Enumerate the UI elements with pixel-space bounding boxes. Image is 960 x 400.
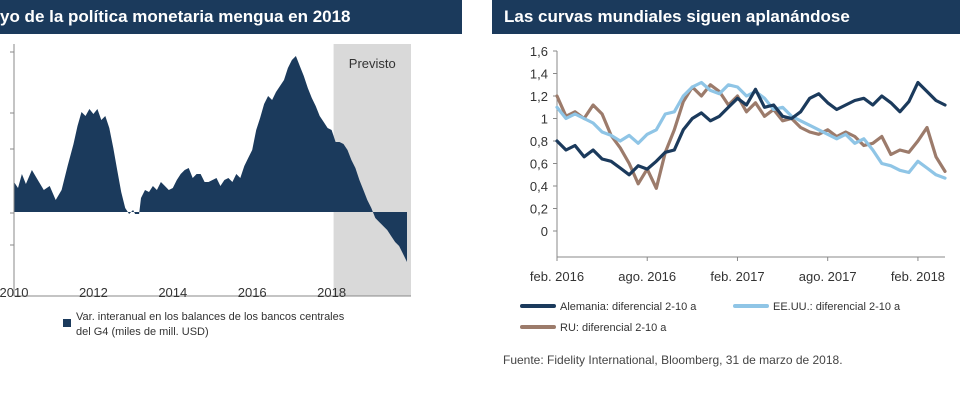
right-y-tick-label: 1,6 — [530, 44, 548, 59]
right-y-tick-label: 1,4 — [530, 67, 548, 82]
legend-label-2: RU: diferencial 2-10 a — [560, 322, 667, 334]
series-line-1 — [555, 80, 947, 180]
right-y-tick-label: 0,6 — [530, 157, 548, 172]
right-y-tick-label: 0,4 — [530, 179, 548, 194]
right-y-tick-label: 0,2 — [530, 202, 548, 217]
right-x-tick-label: feb. 2017 — [710, 269, 764, 284]
legend-label-1: EE.UU.: diferencial 2-10 a — [773, 301, 901, 313]
legend-label-0: Alemania: diferencial 2-10 a — [560, 301, 697, 313]
source-note: Fuente: Fidelity International, Bloomber… — [503, 353, 843, 367]
left-x-tick-label: 2010 — [0, 285, 28, 300]
series-line-2 — [555, 83, 947, 190]
left-area-chart: Previsto 2010 2012 2014 2016 2018 Var. interan… — [0, 44, 411, 338]
right-y-tick-label: 1,2 — [530, 89, 548, 104]
left-x-tick-label: 2014 — [158, 285, 187, 300]
series-line-0 — [555, 80, 947, 177]
left-x-tick-label: 2012 — [79, 285, 108, 300]
right-y-tick-label: 0,8 — [530, 134, 548, 149]
right-y-tick-label: 0 — [541, 224, 548, 239]
left-legend-label-line2: del G4 (miles de mill. USD) — [76, 326, 209, 338]
left-legend-label-line1: Var. interanual en los balances de los b… — [76, 311, 345, 323]
left-legend-swatch — [63, 319, 71, 327]
forecast-label: Previsto — [349, 56, 396, 71]
left-x-tick-label: 2018 — [317, 285, 346, 300]
left-chart-title: yo de la política monetaria mengua en 20… — [0, 0, 462, 34]
right-x-tick-label: feb. 2016 — [530, 269, 584, 284]
right-x-tick-label: ago. 2016 — [618, 269, 676, 284]
left-x-tick-label: 2016 — [238, 285, 267, 300]
right-y-tick-label: 1 — [541, 112, 548, 127]
right-line-chart: 0 0,2 0,4 0,6 0,8 1 1,2 1,4 1,6 feb. 2016 ago. 201… — [520, 44, 947, 334]
right-x-tick-label: ago. 2017 — [799, 269, 857, 284]
right-chart-title: Las curvas mundiales siguen aplanándose — [492, 0, 960, 34]
g4-balance-area — [14, 56, 407, 262]
right-x-tick-label: feb. 2018 — [891, 269, 945, 284]
